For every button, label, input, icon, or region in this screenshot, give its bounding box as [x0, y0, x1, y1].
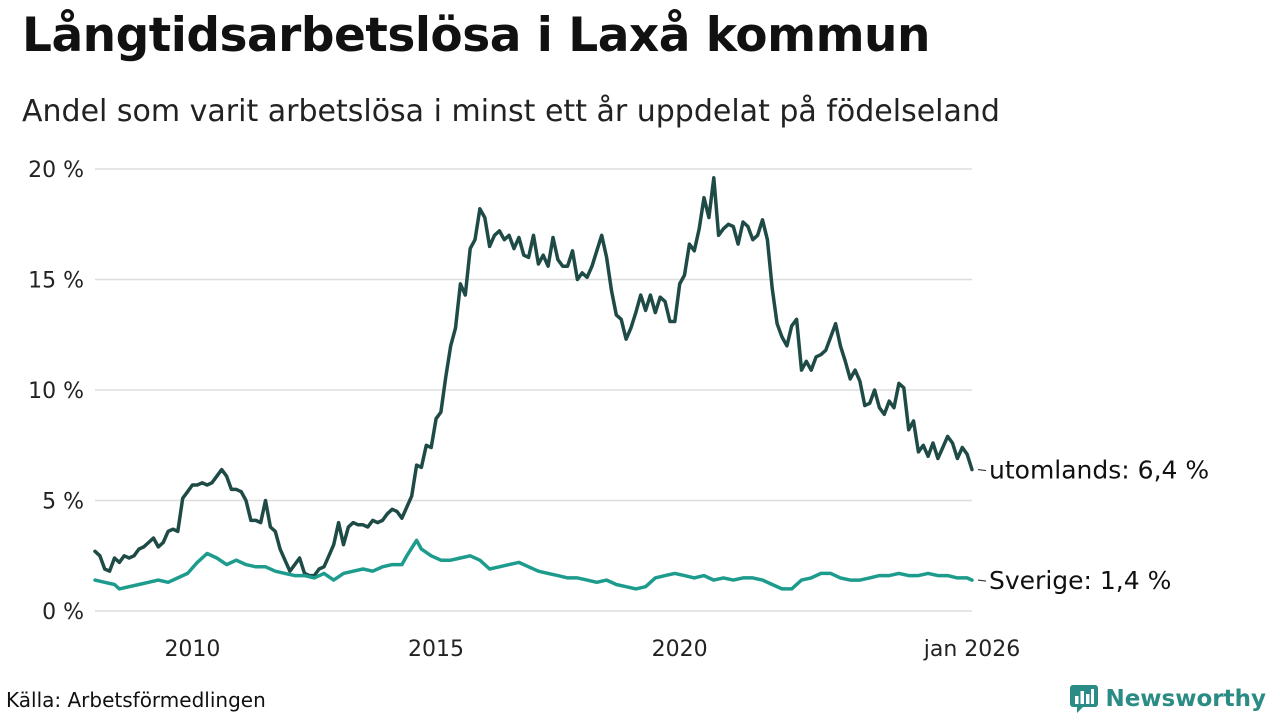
- brand-name: Newsworthy: [1105, 686, 1266, 712]
- y-axis-ticks: 0 % 5 % 10 % 15 % 20 %: [28, 158, 84, 625]
- y-tick-label: 10 %: [28, 379, 84, 404]
- series-line-sverige: [93, 538, 974, 591]
- end-label-connector: [977, 468, 987, 472]
- x-axis-ticks: 2010 2015 2020 jan 2026: [164, 637, 1020, 662]
- end-labels: utomlands: 6,4 % Sverige: 1,4 %: [977, 456, 1209, 595]
- x-tick-label: jan 2026: [923, 637, 1021, 662]
- series-lines: [93, 176, 974, 591]
- y-tick-label: 15 %: [28, 269, 84, 294]
- bar-chart-icon: [1070, 685, 1099, 713]
- chart-subtitle: Andel som varit arbetslösa i minst ett å…: [22, 94, 1000, 129]
- newsworthy-logo: Newsworthy: [1069, 684, 1266, 714]
- y-tick-label: 20 %: [28, 158, 84, 183]
- x-tick-label: 2015: [408, 637, 464, 662]
- source-note: Källa: Arbetsförmedlingen: [6, 688, 266, 712]
- y-tick-label: 5 %: [42, 490, 84, 515]
- end-label-utomlands: utomlands: 6,4 %: [989, 456, 1209, 485]
- y-tick-label: 0 %: [42, 600, 84, 625]
- x-tick-label: 2010: [164, 637, 220, 662]
- grid-lines: [95, 168, 972, 612]
- series-line-utomlands: [93, 176, 974, 578]
- chart-title: Långtidsarbetslösa i Laxå kommun: [22, 8, 930, 63]
- end-label-sverige: Sverige: 1,4 %: [989, 566, 1171, 595]
- x-tick-label: 2020: [652, 637, 708, 662]
- end-label-connector: [977, 579, 987, 582]
